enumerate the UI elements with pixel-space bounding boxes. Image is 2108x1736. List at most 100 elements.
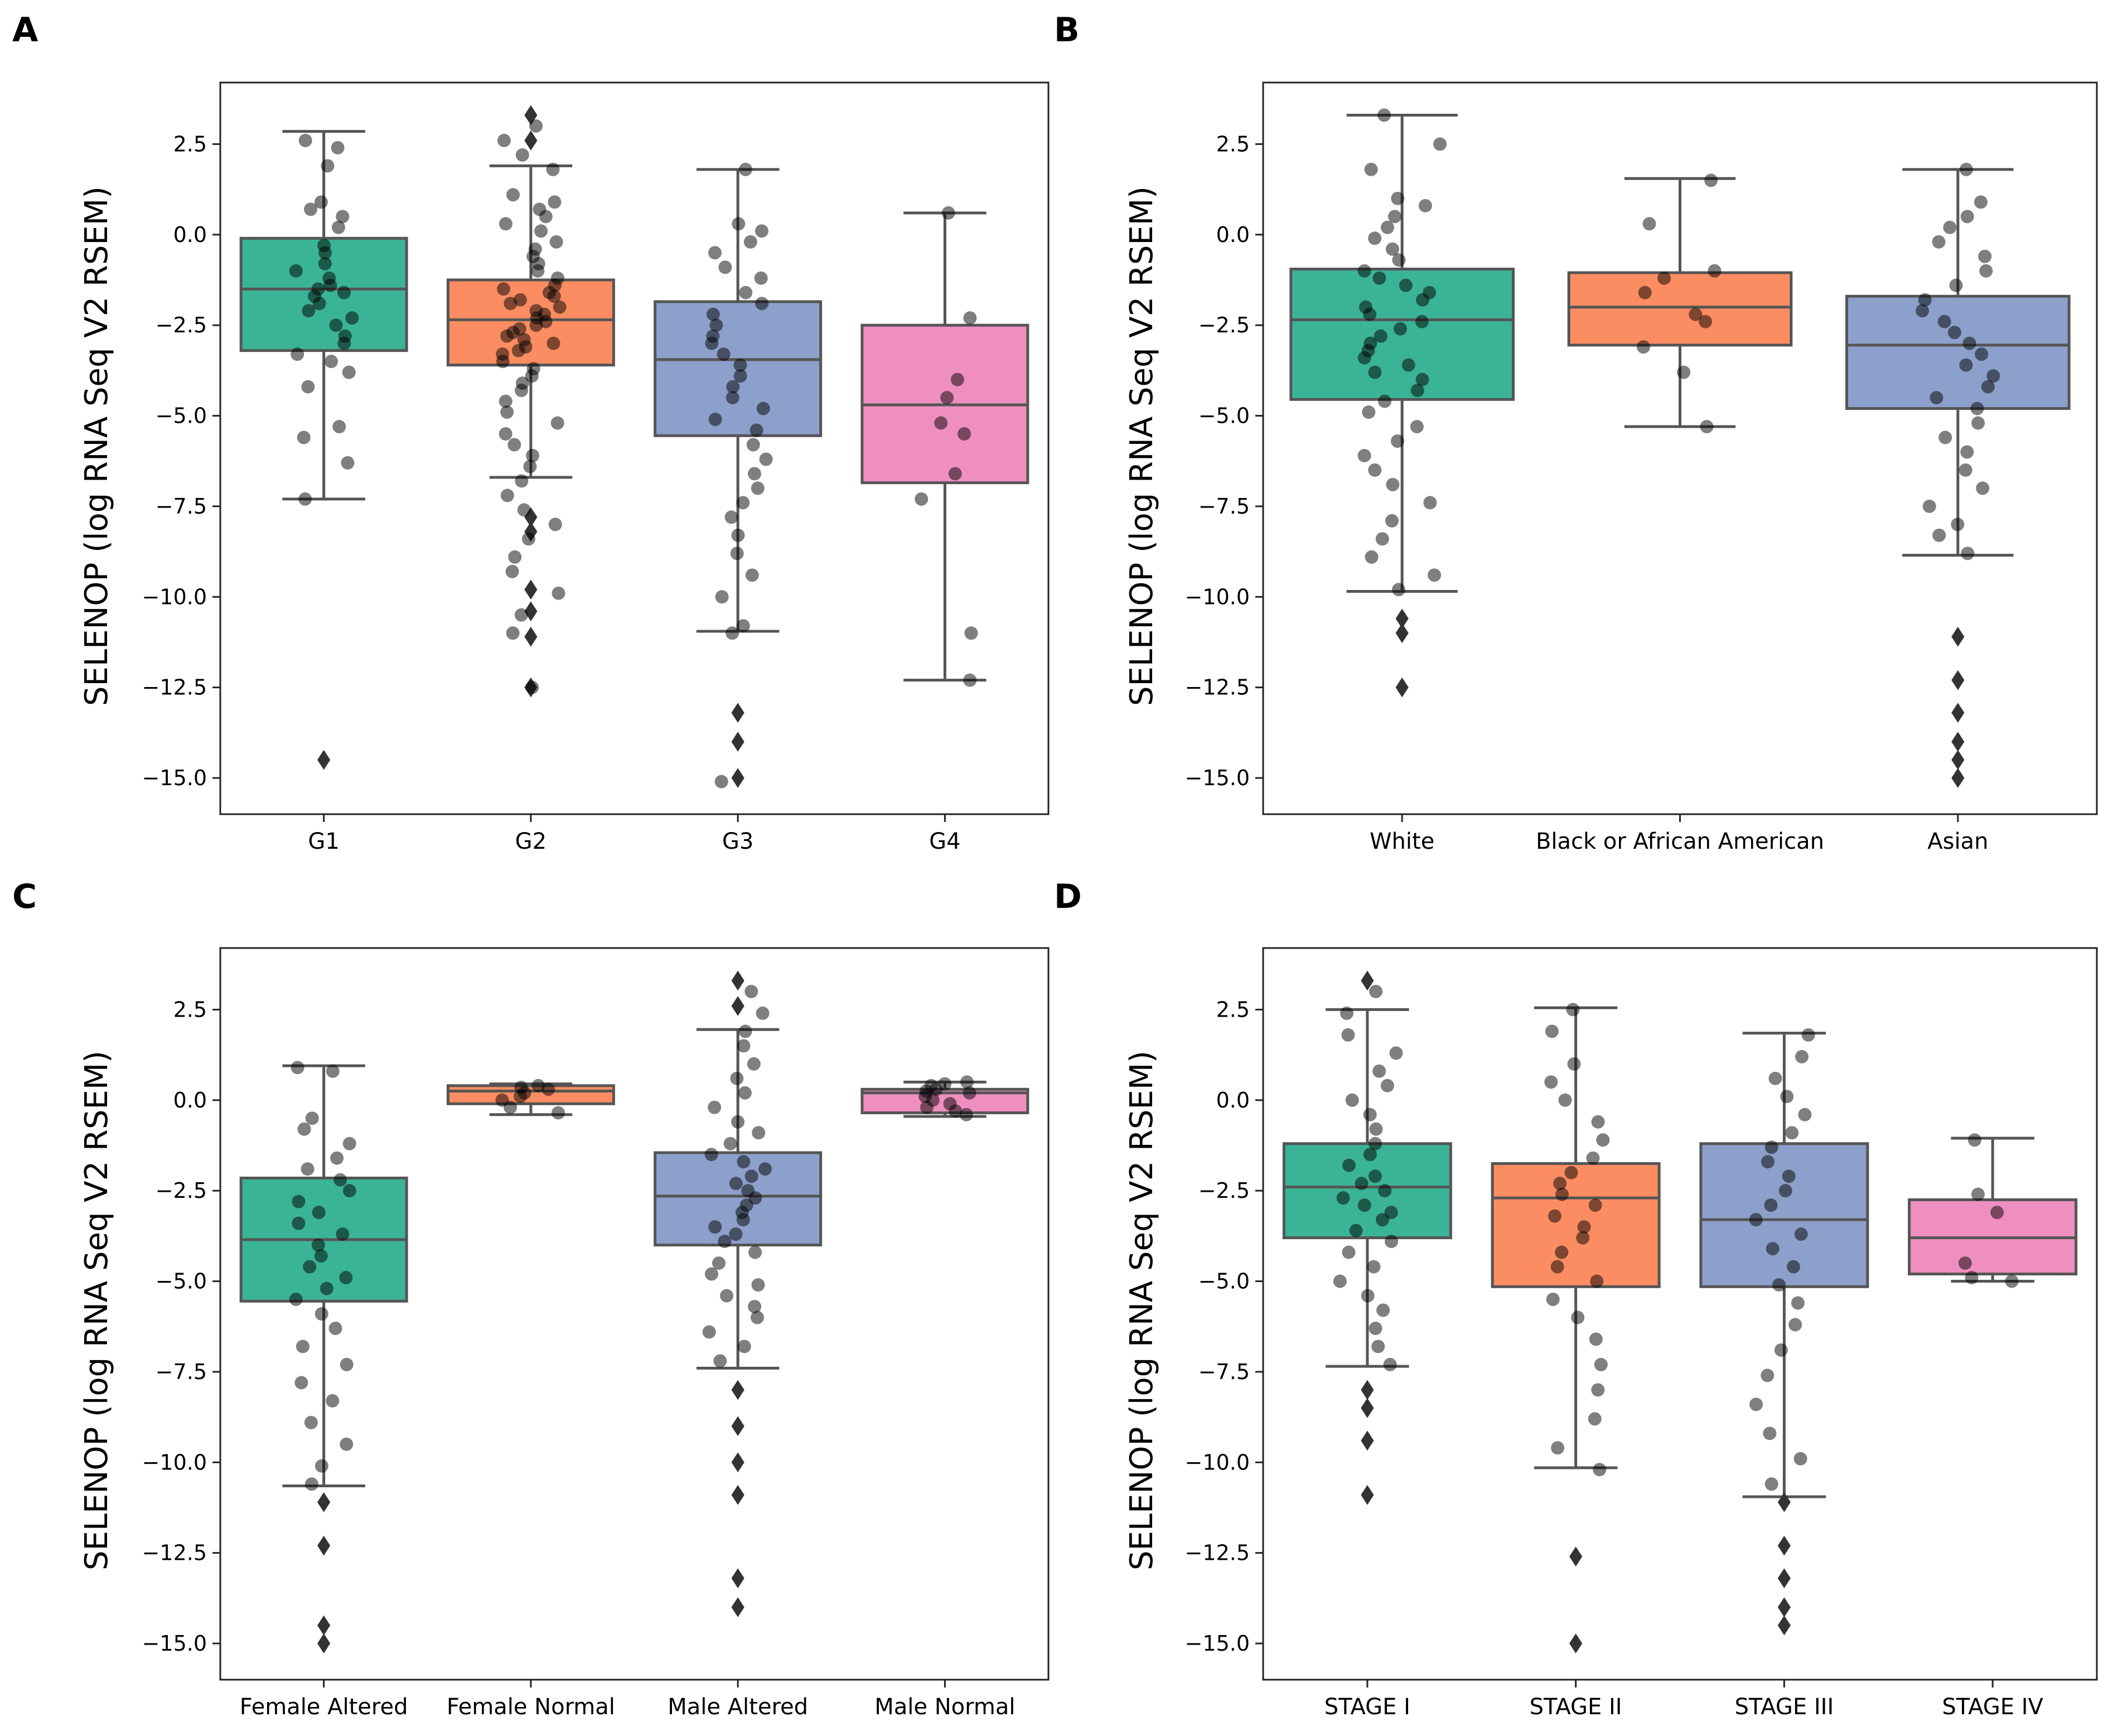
data-point: [1391, 191, 1405, 205]
data-point: [1590, 1274, 1604, 1288]
data-point: [499, 217, 513, 231]
data-point: [1638, 286, 1652, 299]
data-point: [505, 564, 519, 578]
data-point: [1376, 1213, 1390, 1227]
data-point: [1365, 550, 1379, 564]
data-point: [1967, 1133, 1981, 1147]
data-point: [1401, 358, 1415, 372]
data-point: [708, 1220, 722, 1234]
data-point: [296, 1340, 310, 1353]
outlier-marker: [1777, 1492, 1791, 1512]
data-point: [318, 257, 332, 270]
data-point: [750, 1311, 764, 1324]
data-point: [1362, 405, 1376, 419]
outlier-marker: [731, 1452, 744, 1473]
data-point: [738, 1086, 752, 1100]
data-point: [326, 1064, 340, 1078]
data-point: [751, 1278, 765, 1292]
data-point: [726, 380, 740, 394]
data-point: [531, 1079, 545, 1092]
data-point: [500, 329, 514, 343]
y-tick-label: 2.5: [173, 997, 207, 1022]
data-point: [329, 318, 343, 332]
data-point: [756, 402, 770, 415]
data-point: [291, 1061, 304, 1075]
data-point: [1588, 1198, 1602, 1212]
data-point: [1388, 210, 1402, 224]
data-point: [1378, 1184, 1392, 1198]
data-point: [739, 286, 753, 299]
panel-label: C: [12, 877, 37, 916]
data-point: [1385, 242, 1399, 256]
data-point: [708, 1100, 722, 1114]
data-point: [500, 489, 514, 502]
data-point: [521, 532, 535, 546]
data-point: [315, 1307, 328, 1321]
data-point: [549, 235, 563, 249]
data-point: [758, 1162, 772, 1176]
data-point: [303, 1260, 317, 1274]
data-point: [1383, 1357, 1397, 1371]
y-tick-label: 2.5: [1216, 132, 1250, 156]
data-point: [1793, 1452, 1807, 1466]
data-point: [747, 1057, 761, 1071]
data-point: [1975, 347, 1989, 361]
data-point: [1342, 1158, 1356, 1172]
data-point: [1761, 1369, 1775, 1382]
data-point: [713, 1354, 727, 1368]
data-point: [737, 1155, 751, 1169]
data-point: [1974, 195, 1988, 209]
data-point: [1564, 1166, 1578, 1179]
x-tick-label: G4: [929, 829, 960, 854]
data-point: [736, 1213, 750, 1227]
outlier-marker: [1951, 732, 1965, 752]
data-point: [726, 626, 739, 640]
data-point: [1962, 336, 1976, 350]
data-point: [1642, 217, 1656, 231]
data-point: [552, 1106, 565, 1120]
data-point: [1976, 481, 1990, 495]
data-point: [302, 304, 316, 318]
data-point: [1393, 322, 1407, 336]
data-point: [305, 1111, 319, 1125]
data-point: [748, 1300, 762, 1314]
data-point: [1594, 1357, 1608, 1371]
data-point: [746, 438, 760, 452]
data-point: [750, 423, 763, 437]
outlier-marker: [1361, 1430, 1374, 1451]
data-point: [508, 550, 522, 564]
data-point: [1368, 1169, 1382, 1183]
data-point: [298, 133, 312, 147]
data-point: [704, 1148, 718, 1162]
x-tick-label: G2: [515, 829, 547, 854]
outlier-marker: [1569, 1633, 1583, 1653]
data-point: [1657, 271, 1671, 285]
data-point: [1399, 278, 1413, 292]
data-point: [514, 384, 528, 398]
y-tick-label: −2.5: [156, 313, 207, 337]
data-point: [539, 210, 553, 224]
data-point: [724, 510, 738, 524]
data-point: [1761, 1155, 1775, 1169]
data-point: [1764, 1140, 1778, 1154]
data-point: [714, 775, 728, 789]
y-tick-label: 0.0: [173, 223, 207, 247]
outlier-marker: [524, 130, 538, 151]
x-tick-label: White: [1370, 829, 1434, 854]
data-point: [1708, 264, 1722, 278]
data-point: [1380, 1079, 1394, 1092]
outlier-marker: [1951, 768, 1965, 788]
data-point: [523, 460, 537, 473]
data-point: [708, 246, 722, 260]
data-point: [318, 246, 332, 260]
y-tick-label: −12.5: [1185, 1541, 1250, 1565]
data-point: [1960, 210, 1974, 224]
data-point: [332, 420, 346, 434]
data-point: [1363, 307, 1377, 321]
data-point: [1971, 1187, 1985, 1201]
data-point: [1937, 315, 1951, 328]
data-point: [1345, 1093, 1359, 1107]
data-point: [500, 405, 514, 419]
data-point: [963, 311, 977, 325]
data-point: [1567, 1057, 1581, 1071]
